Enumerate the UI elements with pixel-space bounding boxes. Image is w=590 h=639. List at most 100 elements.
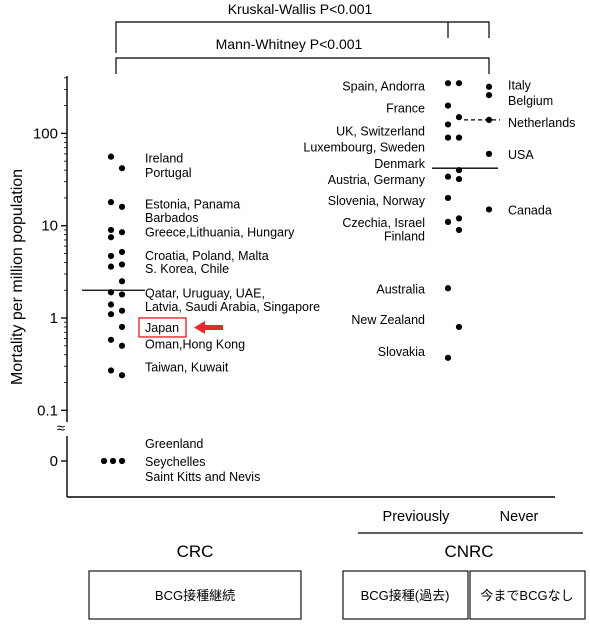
y-tick-label: 1: [50, 310, 58, 327]
data-point-previously: [444, 285, 452, 292]
mann-whitney-label: Mann-Whitney P<0.001: [216, 36, 363, 52]
box-label-crc: BCG接種継続: [155, 588, 235, 603]
country-label-previously: Denmark: [374, 157, 425, 171]
country-label-previously: France: [386, 102, 425, 116]
y-tick-label: 0.1: [37, 402, 58, 419]
country-label-previously: New Zealand: [351, 313, 425, 327]
country-label-previously: Finland: [384, 230, 425, 244]
data-point-crc: [118, 372, 126, 379]
country-label-never: USA: [508, 148, 534, 162]
data-point-previously: [444, 102, 452, 109]
data-point-crc: [107, 226, 115, 234]
data-point-crc: [107, 153, 115, 160]
country-label-crc: Greenland: [145, 437, 203, 451]
country-label-crc: Seychelles: [145, 455, 205, 469]
data-point-previously: [444, 218, 452, 225]
data-point-crc: [107, 311, 115, 318]
data-point-crc: [107, 367, 115, 374]
country-label-highlighted: Japan: [145, 321, 179, 335]
data-point-crc: [107, 199, 115, 206]
country-label-crc: Estonia, Panama: [145, 197, 240, 211]
data-point-crc: [107, 252, 115, 260]
box-crc: [88, 570, 302, 620]
country-label-previously: UK, Switzerland: [336, 124, 425, 138]
country-label-previously: Slovenia, Norway: [328, 194, 426, 208]
data-point-crc: [109, 457, 117, 465]
data-point-crc: [118, 229, 126, 236]
country-label-never: Netherlands: [508, 116, 575, 130]
mann-whitney-bracket: [115, 57, 490, 74]
country-label-previously: Spain, Andorra: [342, 80, 425, 94]
highlight-arrow: [194, 320, 223, 334]
data-point-previously: [444, 80, 452, 87]
data-point-crc: [118, 307, 126, 314]
data-points: [82, 80, 500, 465]
country-label-previously: Luxembourg, Sweden: [303, 141, 425, 155]
data-point-previously: [444, 134, 452, 141]
box-label-never: 今までBCGなし: [480, 588, 573, 603]
data-point-previously: [444, 354, 452, 361]
country-label-never: Belgium: [508, 94, 553, 108]
data-point-previously: [455, 323, 463, 331]
country-label-previously: Australia: [376, 282, 425, 296]
country-label-previously: Czechia, Israel: [342, 216, 425, 230]
y-axis-title: Mortality per million population: [9, 169, 26, 385]
country-label-crc: Barbados: [145, 211, 199, 225]
data-point-crc: [118, 457, 126, 465]
data-point-crc: [118, 323, 126, 331]
highlight-box: [138, 317, 187, 338]
country-label-crc: Taiwan, Kuwait: [145, 360, 229, 374]
data-point-crc: [100, 457, 108, 465]
data-point-crc: [118, 291, 126, 298]
data-point-crc: [107, 263, 115, 270]
y-tick-label: 100: [33, 125, 58, 142]
data-point-crc: [107, 234, 115, 241]
group-label-never: Never: [500, 509, 539, 525]
data-point-crc: [118, 248, 126, 256]
country-label-never: Italy: [508, 78, 532, 92]
data-point-never: [485, 91, 493, 99]
country-label-crc: Qatar, Uruguay, UAE,: [145, 286, 265, 300]
kruskal-wallis-bracket: [115, 21, 490, 53]
axis-break-mark: ≈: [57, 420, 65, 437]
country-label-previously: Slovakia: [378, 345, 425, 359]
group-label-cnrc: CNRC: [444, 542, 493, 561]
box-never: [469, 570, 586, 620]
axes: ≈0 0.1 1 10 100 Mortality per million populat…: [9, 1, 555, 498]
group-label-crc: CRC: [177, 542, 214, 561]
group-footer: Previously Never CRC CNRC BCG接種継続 BCG接種(過去) 今ま…: [88, 509, 586, 620]
country-label-crc: Saint Kitts and Nevis: [145, 470, 260, 484]
country-label-crc: Oman,Hong Kong: [145, 337, 245, 351]
data-point-previously: [455, 175, 463, 183]
country-label-crc: Greece,Lithuania, Hungary: [145, 226, 295, 240]
country-label-never: Canada: [508, 203, 552, 217]
data-point-previously: [455, 215, 463, 222]
data-point-previously: [444, 121, 452, 128]
data-point-crc: [118, 278, 126, 285]
data-point-never: [485, 83, 493, 90]
data-point-crc: [107, 336, 115, 343]
data-point-previously: [455, 226, 463, 234]
box-previously: [342, 570, 469, 620]
country-label-crc: Latvia, Saudi Arabia, Singapore: [145, 300, 320, 314]
data-point-previously: [444, 194, 452, 202]
country-label-crc: Croatia, Poland, Malta: [145, 249, 269, 263]
country-label-crc: Portugal: [145, 166, 192, 180]
country-label-previously: Austria, Germany: [328, 173, 426, 187]
data-point-never: [485, 206, 493, 213]
data-point-crc: [118, 261, 126, 268]
data-point-crc: [118, 342, 126, 349]
country-label-crc: S. Korea, Chile: [145, 262, 229, 276]
data-point-previously: [455, 134, 463, 141]
data-point-previously: [455, 80, 463, 87]
data-point-previously: [455, 114, 463, 121]
data-point-crc: [107, 301, 115, 308]
box-label-previously: BCG接種(過去): [361, 588, 450, 603]
country-label-crc: Ireland: [145, 151, 183, 165]
y-tick-label: 0: [50, 453, 58, 470]
group-label-previously: Previously: [383, 509, 451, 525]
data-point-never: [485, 150, 493, 157]
data-point-crc: [118, 165, 126, 172]
data-point-crc: [118, 203, 126, 210]
